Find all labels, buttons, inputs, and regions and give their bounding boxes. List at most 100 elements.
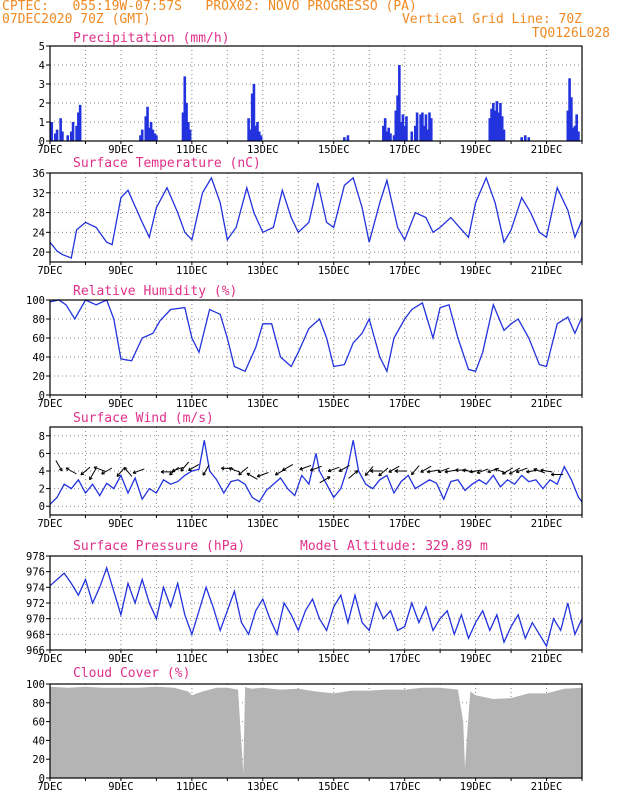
wind-arrow xyxy=(101,467,113,475)
cloud-area xyxy=(50,686,582,778)
precip-bar xyxy=(252,84,256,141)
temperature-ytick-label: 24 xyxy=(32,227,45,239)
wind-arrow xyxy=(469,469,482,474)
precip-bar xyxy=(577,131,580,141)
wind-arrow xyxy=(228,467,241,473)
cloud-xtick-label: 13DEC xyxy=(247,781,279,793)
temperature-xtick-label: 9DEC xyxy=(108,265,133,277)
pressure-ytick-label: 976 xyxy=(26,567,45,579)
pressure-xtick-label: 9DEC xyxy=(108,653,133,665)
precip-bar xyxy=(392,135,396,141)
precip-bar xyxy=(422,125,426,141)
pressure-xtick-label: 11DEC xyxy=(176,653,208,665)
wind-arrow xyxy=(388,465,400,473)
precip-bar xyxy=(257,131,261,141)
cloud-ytick-label: 100 xyxy=(26,679,45,691)
humidity-ytick-label: 20 xyxy=(32,371,45,383)
wind-arrow xyxy=(394,469,408,473)
precip-bar xyxy=(78,104,82,141)
temperature-frame xyxy=(49,172,583,263)
wind-arrow xyxy=(256,471,269,478)
precip-bar xyxy=(383,118,387,141)
precip-bar xyxy=(488,118,492,141)
precip-bar xyxy=(405,116,408,141)
cloud-ytick-label: 40 xyxy=(32,735,45,747)
wind-arrow xyxy=(188,464,200,471)
precip-bar xyxy=(493,110,497,141)
wind-arrow xyxy=(327,466,340,473)
wind-arrow xyxy=(550,472,564,477)
humidity-ytick-label: 100 xyxy=(26,295,45,307)
precip-bar xyxy=(394,110,398,141)
precip-bar xyxy=(346,135,350,141)
precip-bar xyxy=(424,114,428,141)
precip-bar xyxy=(66,135,70,141)
pressure-line xyxy=(49,565,583,648)
wind-xtick-label: 11DEC xyxy=(176,518,208,530)
pressure-ytick-label: 978 xyxy=(26,551,45,563)
precip-bar xyxy=(250,93,254,141)
wind-arrow xyxy=(476,468,489,475)
precip-bar xyxy=(343,137,346,141)
wind-xtick-label: 7DEC xyxy=(37,518,62,530)
precip-bar xyxy=(249,129,252,141)
wind-ytick-label: 4 xyxy=(39,466,45,478)
precip-bar xyxy=(153,133,156,141)
precip-bar xyxy=(183,76,187,141)
precipitation-ytick-label: 4 xyxy=(39,60,45,72)
precip-bar xyxy=(571,127,575,141)
wind-arrow xyxy=(160,469,174,474)
precip-bar xyxy=(570,97,573,141)
temperature-line xyxy=(49,176,583,259)
wind-arrow xyxy=(282,464,294,471)
pressure-xtick-label: 17DEC xyxy=(389,653,421,665)
precip-bar xyxy=(385,131,389,141)
temperature-ytick-label: 36 xyxy=(32,168,45,180)
precip-bar xyxy=(414,125,417,141)
precip-bar xyxy=(55,129,59,141)
cloud-xtick-label: 19DEC xyxy=(460,781,492,793)
wind-xtick-label: 15DEC xyxy=(318,518,350,530)
precip-bar xyxy=(187,122,190,141)
wind-arrow xyxy=(132,468,145,475)
pressure-title: Surface Pressure (hPa) xyxy=(73,539,245,554)
precip-bar xyxy=(575,114,578,141)
precip-bar xyxy=(185,103,188,141)
precipitation-xtick-label: 13DEC xyxy=(247,144,279,156)
wind-arrow xyxy=(202,464,210,476)
wind-arrow xyxy=(80,466,91,476)
pressure-ytick-label: 968 xyxy=(26,629,45,641)
precip-bar xyxy=(399,122,403,141)
wind-arrow xyxy=(93,466,106,472)
wind-ytick-label: 6 xyxy=(39,448,45,460)
humidity-xtick-label: 9DEC xyxy=(108,398,133,410)
temperature-xtick-label: 7DEC xyxy=(37,265,62,277)
precipitation-title: Precipitation (mm/h) xyxy=(73,31,230,46)
wind-arrow xyxy=(410,465,420,476)
humidity-line xyxy=(49,299,583,374)
cloud-xtick-label: 11DEC xyxy=(176,781,208,793)
temperature-xtick-label: 13DEC xyxy=(247,265,279,277)
wind-arrow xyxy=(221,466,234,471)
cloud-frame xyxy=(49,683,583,779)
humidity-xtick-label: 13DEC xyxy=(247,398,279,410)
humidity-ytick-label: 80 xyxy=(32,314,45,326)
cloud-xtick-label: 17DEC xyxy=(389,781,421,793)
wind-arrow xyxy=(426,469,440,474)
wind-arrow xyxy=(309,465,322,472)
wind-arrow xyxy=(65,467,77,475)
precip-bar xyxy=(396,95,399,141)
wind-xtick-label: 21DEC xyxy=(531,518,563,530)
humidity-xtick-label: 15DEC xyxy=(318,398,350,410)
wind-arrow xyxy=(319,476,331,484)
pressure-xtick-label: 13DEC xyxy=(247,653,279,665)
wind-arrow xyxy=(123,466,133,477)
wind-arrow xyxy=(180,461,190,472)
header-model-id: TQ0126L028 xyxy=(531,26,610,41)
pressure-xtick-label: 21DEC xyxy=(531,653,563,665)
precip-bar xyxy=(50,122,54,141)
humidity-xtick-label: 19DEC xyxy=(460,398,492,410)
wind-arrow xyxy=(370,469,383,473)
precip-bar xyxy=(61,131,64,141)
